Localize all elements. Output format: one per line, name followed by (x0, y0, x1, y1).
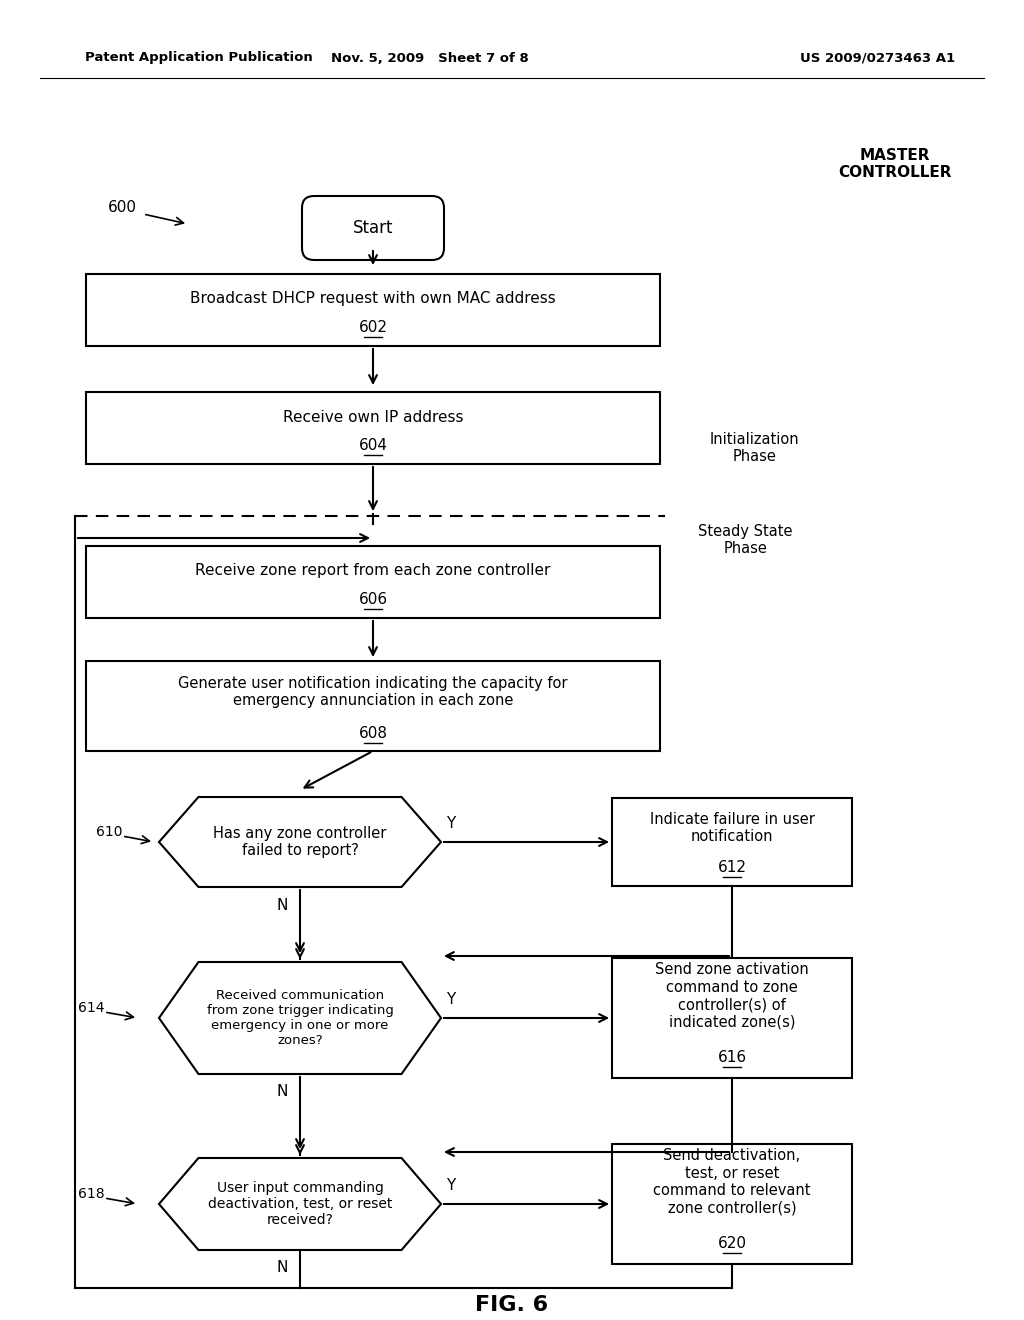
Text: Start: Start (352, 219, 393, 238)
Polygon shape (159, 1158, 441, 1250)
Text: 604: 604 (358, 438, 387, 454)
Text: 616: 616 (718, 1051, 746, 1065)
Bar (86, 661, 660, 751)
Text: 618: 618 (78, 1187, 104, 1201)
Text: Steady State
Phase: Steady State Phase (698, 524, 793, 557)
Bar (86, 392, 660, 465)
Text: Generate user notification indicating the capacity for
emergency annunciation in: Generate user notification indicating th… (178, 676, 567, 709)
Text: FIG. 6: FIG. 6 (475, 1295, 549, 1315)
Polygon shape (159, 797, 441, 887)
Text: N: N (276, 898, 288, 912)
Bar (612, 958, 852, 1078)
Text: Y: Y (446, 817, 456, 832)
Polygon shape (159, 962, 441, 1074)
Text: Indicate failure in user
notification: Indicate failure in user notification (649, 812, 814, 845)
Text: Initialization
Phase: Initialization Phase (710, 432, 800, 465)
Text: Receive zone report from each zone controller: Receive zone report from each zone contr… (196, 564, 551, 578)
Text: Receive own IP address: Receive own IP address (283, 409, 463, 425)
Text: Y: Y (446, 1179, 456, 1193)
Text: 602: 602 (358, 321, 387, 335)
Bar (86, 275, 660, 346)
Text: 600: 600 (108, 201, 137, 215)
Text: 614: 614 (78, 1001, 104, 1015)
Bar (86, 546, 660, 618)
Text: Send zone activation
command to zone
controller(s) of
indicated zone(s): Send zone activation command to zone con… (655, 962, 809, 1030)
Text: Broadcast DHCP request with own MAC address: Broadcast DHCP request with own MAC addr… (190, 292, 556, 306)
Text: Nov. 5, 2009   Sheet 7 of 8: Nov. 5, 2009 Sheet 7 of 8 (331, 51, 528, 65)
Text: 610: 610 (96, 825, 123, 840)
FancyBboxPatch shape (302, 195, 444, 260)
Text: 620: 620 (718, 1237, 746, 1251)
Text: Has any zone controller
failed to report?: Has any zone controller failed to report… (213, 826, 387, 858)
Bar (612, 799, 852, 886)
Text: Y: Y (446, 993, 456, 1007)
Text: N: N (276, 1085, 288, 1100)
Text: Send deactivation,
test, or reset
command to relevant
zone controller(s): Send deactivation, test, or reset comman… (653, 1148, 811, 1216)
Text: 608: 608 (358, 726, 387, 742)
Text: US 2009/0273463 A1: US 2009/0273463 A1 (800, 51, 955, 65)
Text: N: N (276, 1261, 288, 1275)
Bar (612, 1144, 852, 1265)
Text: User input commanding
deactivation, test, or reset
received?: User input commanding deactivation, test… (208, 1181, 392, 1228)
Text: Patent Application Publication: Patent Application Publication (85, 51, 312, 65)
Text: Received communication
from zone trigger indicating
emergency in one or more
zon: Received communication from zone trigger… (207, 989, 393, 1047)
Text: 612: 612 (718, 861, 746, 875)
Text: 606: 606 (358, 593, 387, 607)
Text: MASTER
CONTROLLER: MASTER CONTROLLER (839, 148, 951, 181)
